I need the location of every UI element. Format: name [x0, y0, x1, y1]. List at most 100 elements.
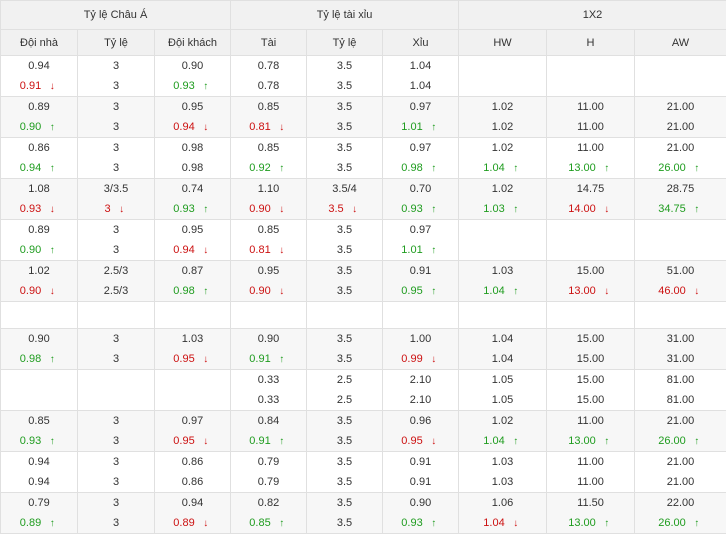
- current-odds: 13.00↑: [547, 513, 634, 533]
- opening-odds: 3.5: [307, 411, 382, 431]
- current-odds: 0.98: [155, 158, 230, 178]
- arrow-up-icon: ↑: [428, 241, 440, 261]
- odds-value: 3: [113, 244, 119, 256]
- odds-value: 0.97: [410, 101, 431, 113]
- odds-value: 0.89: [20, 517, 41, 529]
- odds-value: 0.87: [182, 265, 203, 277]
- odds-value: 34.75: [658, 203, 686, 215]
- odds-value: 2.10: [410, 394, 431, 406]
- odds-value: 3: [113, 101, 119, 113]
- current-odds: 2.10: [383, 390, 458, 410]
- odds-value: 2.5: [337, 374, 352, 386]
- odds-value: 0.91: [249, 353, 270, 365]
- opening-odds: 3/3.5: [78, 179, 154, 199]
- current-odds: 1.04↑: [459, 281, 546, 301]
- opening-odds: 1.02: [459, 179, 546, 199]
- odds-value: 22.00: [667, 497, 695, 509]
- opening-odds: 0.86: [1, 138, 77, 158]
- current-odds: 13.00↑: [547, 158, 634, 178]
- opening-odds: 3: [78, 329, 154, 349]
- odds-value: 3.5: [337, 415, 352, 427]
- odds-value: 1.02: [492, 101, 513, 113]
- current-odds: 3: [78, 513, 154, 533]
- opening-odds: 22.00: [635, 493, 726, 513]
- cell-home: [1, 370, 78, 411]
- arrow-up-icon: ↑: [428, 282, 440, 302]
- current-odds: 3↓: [78, 199, 154, 219]
- odds-value: 3.5: [337, 497, 352, 509]
- odds-value: 31.00: [667, 353, 695, 365]
- odds-value: 28.75: [667, 183, 695, 195]
- odds-value: 1.04: [492, 353, 513, 365]
- arrow-down-icon: ↓: [200, 241, 212, 261]
- odds-value: 0.85: [258, 224, 279, 236]
- col-header-home: Đội nhà: [1, 30, 78, 56]
- odds-value: 1.02: [492, 142, 513, 154]
- current-odds: 0.81↓: [231, 117, 306, 137]
- odds-value: 3: [113, 456, 119, 468]
- cell-away: 0.87 0.98↑: [155, 261, 231, 302]
- odds-value: 1.00: [410, 333, 431, 345]
- odds-value: 1.04: [483, 517, 504, 529]
- odds-value: 0.94: [182, 497, 203, 509]
- current-odds: 0.90↑: [1, 117, 77, 137]
- odds-value: 1.05: [492, 394, 513, 406]
- arrow-up-icon: ↑: [691, 432, 703, 452]
- opening-odds: 1.03: [459, 452, 546, 472]
- cell-under: [383, 302, 459, 329]
- current-odds: 1.01↑: [383, 117, 458, 137]
- current-odds: 0.91↑: [231, 431, 306, 451]
- arrow-down-icon: ↓: [428, 432, 440, 452]
- opening-odds: 3.5: [307, 452, 382, 472]
- odds-value: 2.5: [337, 394, 352, 406]
- current-odds: 3.5: [307, 158, 382, 178]
- opening-odds: 0.98: [155, 138, 230, 158]
- opening-odds: 0.85: [231, 220, 306, 240]
- arrow-up-icon: ↑: [510, 159, 522, 179]
- current-odds: 15.00: [547, 349, 634, 369]
- odds-value: 0.90: [249, 203, 270, 215]
- odds-value: 0.94: [20, 162, 41, 174]
- group-header-asian-handicap: Tỷ lệ Châu Á: [1, 1, 231, 30]
- odds-value: 0.98: [182, 142, 203, 154]
- odds-value: 3: [113, 60, 119, 72]
- odds-value: 1.04: [410, 80, 431, 92]
- odds-value: 0.91: [20, 80, 41, 92]
- current-odds: 0.98↑: [155, 281, 230, 301]
- opening-odds: 0.94: [155, 493, 230, 513]
- opening-odds: 3: [78, 138, 154, 158]
- odds-value: 1.06: [492, 497, 513, 509]
- odds-value: 1.04: [483, 435, 504, 447]
- odds-value: 1.05: [492, 374, 513, 386]
- opening-odds: 0.87: [155, 261, 230, 281]
- odds-value: 21.00: [667, 101, 695, 113]
- opening-odds: 0.85: [231, 97, 306, 117]
- current-odds: 0.95↓: [155, 349, 230, 369]
- odds-value: 0.94: [173, 244, 194, 256]
- opening-odds: 11.00: [547, 411, 634, 431]
- odds-value: 3.5: [337, 162, 352, 174]
- opening-odds: 3: [78, 493, 154, 513]
- odds-value: 0.95: [173, 435, 194, 447]
- opening-odds: 81.00: [635, 370, 726, 390]
- current-odds: 11.00: [547, 117, 634, 137]
- odds-value: 0.33: [258, 374, 279, 386]
- col-header-h: H: [547, 30, 635, 56]
- odds-value: 0.90: [20, 244, 41, 256]
